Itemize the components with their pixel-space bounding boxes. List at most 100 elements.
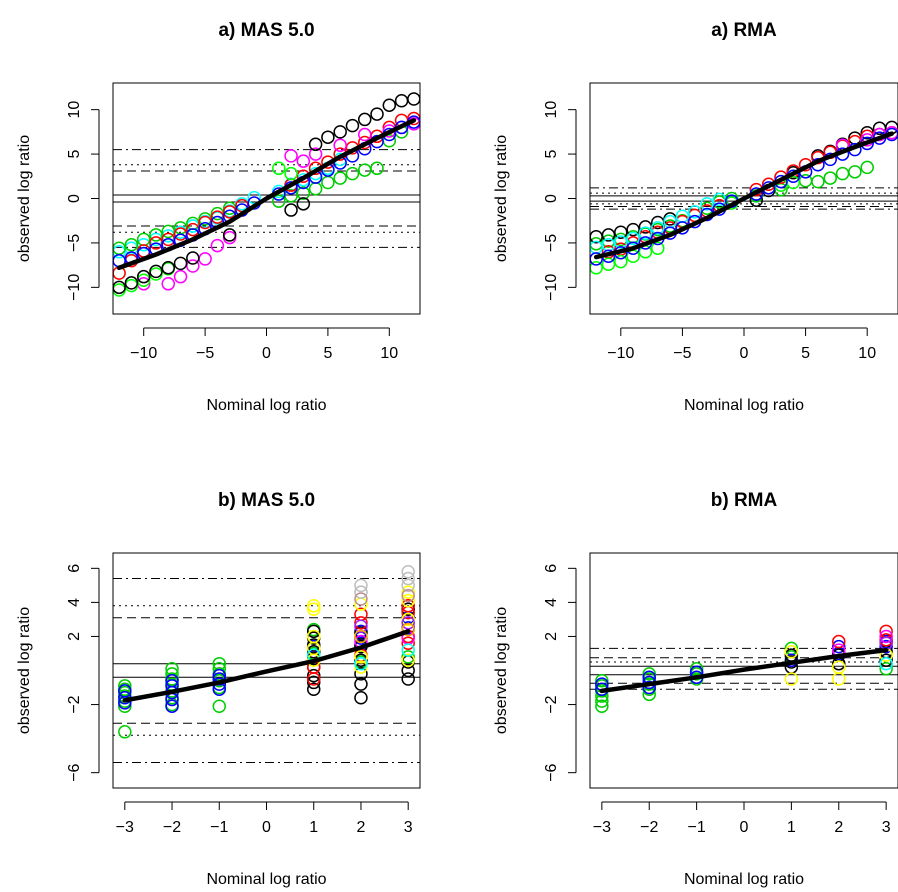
data-point (272, 161, 286, 176)
data-point (848, 165, 862, 179)
data-point (345, 118, 360, 133)
x-tick-label: 0 (740, 345, 749, 362)
x-tick-label: −1 (687, 819, 705, 836)
data-point (308, 181, 323, 196)
data-point (308, 147, 323, 161)
data-point (354, 690, 368, 705)
data-point (811, 174, 825, 189)
y-tick-label: 2 (543, 632, 560, 641)
data-point (306, 599, 321, 613)
x-tick-label: −5 (196, 345, 214, 362)
data-point (321, 130, 335, 144)
data-point (354, 585, 368, 599)
data-point (354, 619, 368, 633)
data-point (296, 186, 311, 200)
data-point (595, 673, 609, 688)
data-point (401, 593, 415, 608)
y-tick-label: −2 (543, 695, 560, 713)
data-point (284, 166, 298, 181)
fit-line (116, 118, 417, 271)
data-point (879, 633, 893, 647)
y-tick-label: 0 (543, 194, 560, 203)
y-tick-label: −5 (66, 234, 83, 252)
data-point (401, 571, 415, 586)
data-point (832, 639, 846, 654)
x-axis-label: Nominal log ratio (684, 397, 804, 414)
chart-panel-4: b) RMA Nominal log ratio observed log rati… (493, 490, 898, 888)
data-point (601, 257, 616, 271)
chart-title: a) MAS 5.0 (218, 20, 314, 41)
data-point (124, 237, 139, 252)
x-tick-label: 10 (380, 345, 398, 362)
data-point (113, 280, 126, 295)
data-point (401, 616, 415, 630)
data-point (401, 622, 415, 637)
data-point (614, 254, 628, 269)
y-tick-label: −6 (66, 763, 83, 781)
data-point (879, 662, 893, 676)
data-point (161, 224, 176, 239)
data-point (687, 205, 702, 219)
data-point (284, 149, 298, 163)
data-point (333, 138, 347, 152)
data-point (186, 259, 200, 273)
fit-line (599, 647, 889, 694)
y-tick-label: −10 (66, 274, 83, 301)
data-point (118, 696, 132, 710)
data-point (401, 612, 415, 627)
data-point (161, 261, 176, 275)
data-point (595, 699, 609, 714)
data-point (626, 222, 640, 237)
data-point (161, 277, 176, 291)
data-point (354, 660, 368, 674)
data-point (113, 283, 126, 297)
data-point (354, 653, 368, 668)
data-point (401, 636, 415, 651)
data-point (222, 228, 237, 242)
data-point (407, 92, 420, 106)
x-tick-label: 2 (357, 819, 366, 836)
chart-title: a) RMA (711, 20, 777, 41)
x-tick-label: 3 (404, 819, 413, 836)
data-point (198, 252, 212, 266)
x-axis-label: Nominal log ratio (206, 397, 326, 414)
y-tick-label: −2 (66, 695, 83, 713)
data-point (306, 675, 321, 690)
data-point (401, 578, 415, 593)
y-axis-label: observed log ratio (16, 135, 33, 262)
data-point (124, 276, 139, 290)
y-axis-label: observed log ratio (16, 607, 33, 734)
x-tick-label: −3 (116, 819, 134, 836)
data-point (296, 154, 311, 168)
data-point (354, 629, 368, 644)
x-tick-label: 5 (801, 345, 810, 362)
x-tick-label: 2 (834, 819, 843, 836)
data-point (212, 699, 227, 714)
data-point (401, 602, 415, 616)
x-tick-label: 1 (309, 819, 318, 836)
data-point (689, 662, 704, 676)
data-point (370, 107, 384, 121)
y-tick-label: −10 (543, 274, 560, 301)
data-point (306, 602, 321, 616)
data-point (173, 256, 188, 271)
x-tick-label: −3 (593, 819, 611, 836)
fit-line (593, 131, 895, 260)
data-point (165, 699, 179, 714)
data-point (357, 112, 372, 127)
data-point (879, 629, 893, 644)
x-tick-label: 10 (858, 345, 876, 362)
x-tick-label: −5 (673, 345, 691, 362)
data-point (401, 585, 415, 599)
data-point (401, 653, 415, 668)
data-point (401, 650, 415, 664)
data-point (173, 269, 188, 284)
data-point (272, 194, 286, 208)
plot-frame (112, 552, 421, 789)
x-tick-label: −2 (163, 819, 181, 836)
data-point (306, 682, 321, 696)
x-tick-label: 5 (323, 345, 332, 362)
chart-panel-2: a) RMA Nominal log ratio observed log rati… (493, 20, 898, 414)
y-tick-label: −5 (543, 234, 560, 252)
data-point (124, 278, 139, 293)
